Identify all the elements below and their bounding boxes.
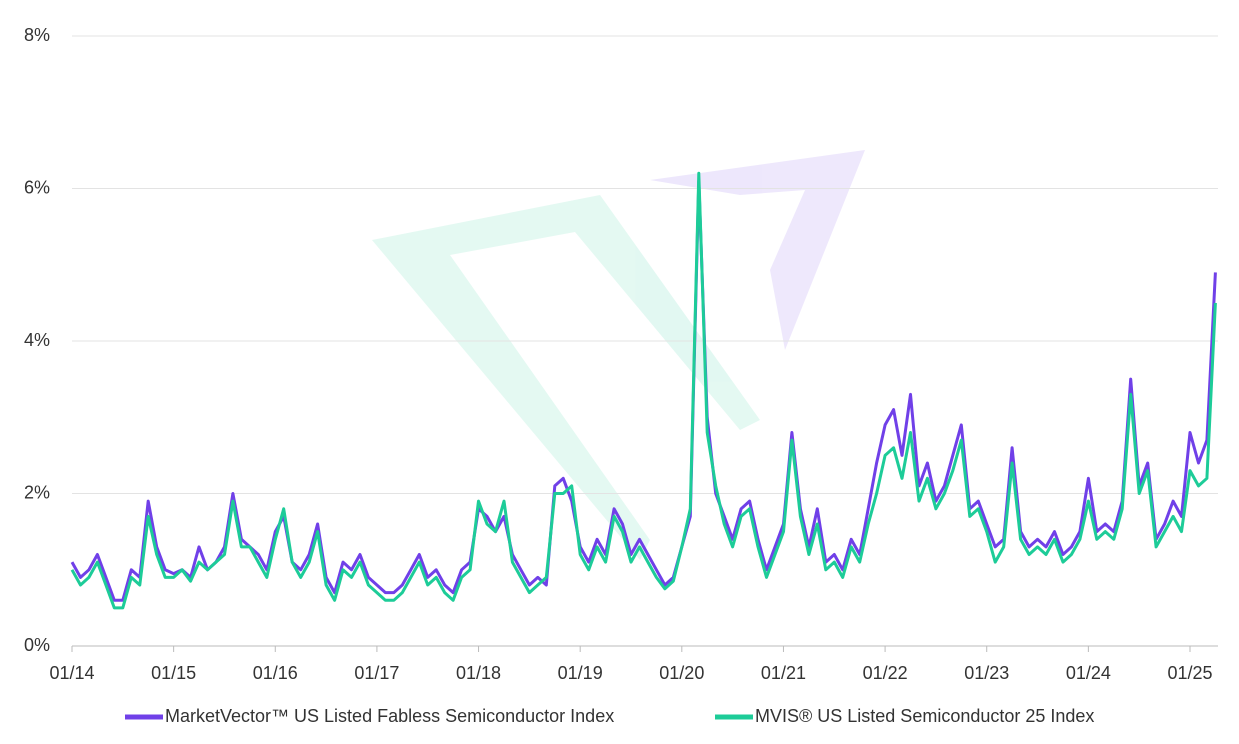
- x-tick-label: 01/24: [1066, 663, 1111, 683]
- legend-label: MVIS® US Listed Semiconductor 25 Index: [755, 706, 1094, 726]
- series-line: [70, 171, 1217, 610]
- y-tick-label: 0%: [24, 635, 50, 655]
- y-tick-label: 8%: [24, 25, 50, 45]
- x-tick-label: 01/23: [964, 663, 1009, 683]
- y-tick-label: 4%: [24, 330, 50, 350]
- watermark: [372, 150, 865, 560]
- watermark-shape: [372, 195, 760, 560]
- x-tick-label: 01/22: [863, 663, 908, 683]
- x-tick-label: 01/19: [558, 663, 603, 683]
- watermark-shape: [650, 150, 865, 350]
- y-tick-label: 2%: [24, 482, 50, 502]
- x-tick-label: 01/18: [456, 663, 501, 683]
- series-line: [70, 179, 1217, 602]
- x-tick-label: 01/25: [1167, 663, 1212, 683]
- x-tick-label: 01/17: [354, 663, 399, 683]
- x-tick-label: 01/15: [151, 663, 196, 683]
- y-tick-label: 6%: [24, 177, 50, 197]
- x-tick-label: 01/16: [253, 663, 298, 683]
- x-tick-label: 01/21: [761, 663, 806, 683]
- legend-label: MarketVector™ US Listed Fabless Semicond…: [165, 706, 614, 726]
- x-tick-label: 01/20: [659, 663, 704, 683]
- x-tick-label: 01/14: [49, 663, 94, 683]
